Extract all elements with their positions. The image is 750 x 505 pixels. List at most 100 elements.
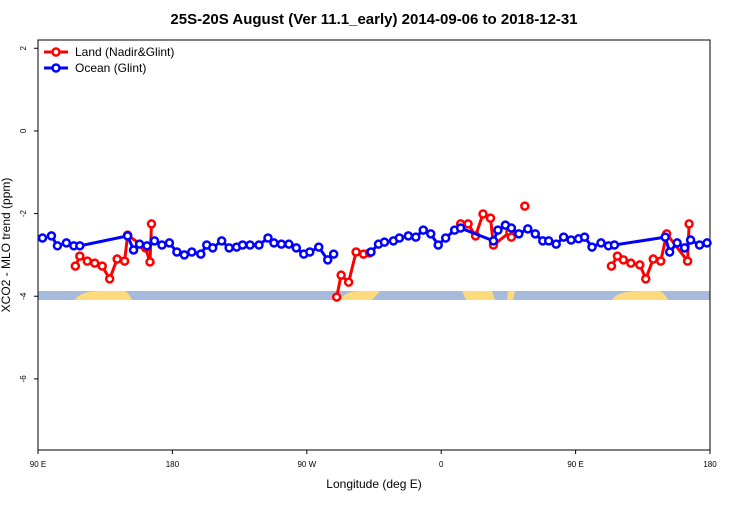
data-point — [403, 231, 414, 241]
data-point — [463, 219, 473, 229]
data-point — [418, 225, 429, 235]
legend-label: Land (Nadir&Glint) — [75, 45, 174, 59]
data-point — [596, 238, 606, 248]
data-point — [269, 238, 279, 248]
data-point — [685, 235, 696, 245]
data-point — [142, 241, 152, 251]
land-patch — [340, 291, 380, 300]
data-point — [579, 232, 590, 242]
data-point — [237, 240, 248, 250]
data-point — [149, 236, 160, 246]
data-point — [75, 241, 85, 251]
legend-label: Ocean (Glint) — [75, 61, 146, 75]
data-point — [328, 249, 339, 259]
data-point — [648, 254, 659, 264]
data-point — [433, 240, 443, 250]
data-point — [343, 277, 354, 287]
x-tick-label: 90 E — [30, 460, 46, 469]
data-point — [61, 238, 72, 248]
data-point — [351, 247, 361, 257]
legend-marker — [51, 47, 61, 57]
map-strip — [38, 291, 710, 300]
x-tick-label: 180 — [703, 460, 717, 469]
x-tick-label: 90 W — [297, 460, 316, 469]
data-point — [97, 261, 107, 271]
data-point — [609, 240, 620, 250]
data-point — [75, 251, 85, 261]
data-point — [216, 236, 227, 246]
data-point — [551, 239, 561, 249]
land-patch — [612, 291, 668, 300]
data-point — [660, 232, 670, 242]
land-patch — [75, 291, 132, 300]
data-point — [411, 232, 421, 242]
data-point — [425, 229, 436, 239]
data-point — [291, 243, 302, 253]
data-point — [157, 240, 167, 250]
data-point — [682, 256, 693, 266]
data-point — [379, 237, 390, 247]
data-point — [485, 213, 496, 223]
data-point — [313, 242, 324, 252]
data-point — [679, 243, 690, 253]
x-tick-label: 180 — [166, 460, 180, 469]
data-point — [520, 201, 530, 211]
data-point — [276, 239, 287, 249]
data-point — [336, 270, 346, 280]
data-point — [52, 241, 63, 251]
data-point — [245, 240, 255, 250]
land-patch — [462, 291, 495, 300]
data-point — [164, 238, 175, 248]
data-point — [684, 219, 694, 229]
legend-marker — [51, 63, 61, 73]
data-point — [263, 233, 273, 243]
data-point — [635, 260, 645, 270]
data-point — [543, 236, 554, 246]
data-point — [664, 247, 675, 257]
data-point — [523, 224, 533, 234]
data-point — [179, 250, 190, 260]
data-point — [514, 229, 524, 239]
data-point — [478, 209, 488, 219]
data-point — [46, 231, 57, 241]
data-point — [440, 233, 451, 243]
data-point — [641, 274, 651, 284]
data-point — [134, 239, 145, 249]
data-point — [224, 243, 234, 253]
data-point — [558, 232, 569, 242]
data-point — [394, 233, 405, 243]
y-tick-label: -2 — [19, 209, 28, 217]
data-point — [112, 254, 122, 264]
data-point — [626, 258, 636, 268]
y-tick-label: -6 — [19, 375, 28, 383]
y-tick-label: -4 — [19, 292, 28, 300]
data-point — [207, 243, 218, 253]
data-point — [672, 238, 682, 248]
y-tick-label: 2 — [19, 45, 28, 50]
data-point — [530, 229, 541, 239]
data-point — [119, 256, 130, 266]
y-axis-label: XCO2 - MLO trend (ppm) — [0, 178, 13, 313]
data-point — [104, 274, 115, 284]
data-point — [254, 240, 264, 250]
data-point — [70, 261, 81, 271]
data-point — [655, 256, 666, 266]
data-point — [366, 247, 376, 257]
data-point — [122, 231, 133, 241]
data-point — [284, 239, 294, 249]
data-point — [587, 242, 597, 252]
data-point — [488, 236, 499, 246]
y-tick-label: 0 — [19, 128, 28, 133]
x-axis-label: Longitude (deg E) — [326, 477, 421, 491]
data-point — [196, 249, 206, 259]
land-patch — [507, 291, 515, 300]
chart-title: 25S-20S August (Ver 11.1_early) 2014-09-… — [170, 11, 577, 28]
data-point — [82, 256, 93, 266]
data-point — [493, 225, 503, 235]
series-line — [73, 211, 691, 298]
data-point — [145, 257, 155, 267]
x-tick-label: 0 — [439, 460, 444, 469]
data-point — [566, 235, 576, 245]
data-point — [172, 247, 182, 257]
